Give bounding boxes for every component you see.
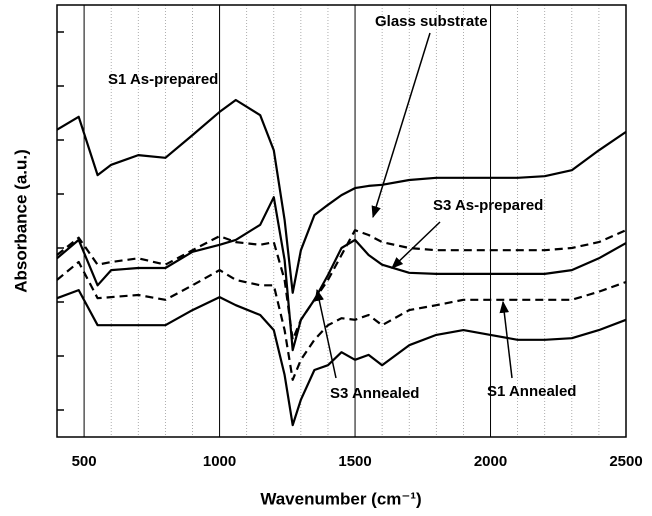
series-label: S1 As-prepared (108, 71, 218, 88)
series-label: S3 Annealed (330, 385, 419, 402)
x-tick-label: 2000 (474, 453, 507, 470)
x-tick-label: 1000 (203, 453, 236, 470)
annotations: S1 As-prepared Glass substrate S3 As-prepa… (108, 13, 576, 402)
lines (56, 98, 627, 427)
series-line (56, 260, 627, 381)
series-label: S3 As-prepared (433, 197, 543, 214)
x-axis-label: Wavenumber (cm⁻¹) (260, 489, 421, 508)
series-line (56, 289, 627, 427)
grid (83, 5, 627, 437)
x-tick-label: 1500 (338, 453, 371, 470)
x-tick-label: 500 (72, 453, 97, 470)
series-label: Glass substrate (375, 13, 488, 30)
series-line (56, 98, 627, 294)
arrow (314, 288, 337, 379)
ticks: 500 1000 1500 2000 2500 (57, 31, 643, 470)
series-line (56, 196, 627, 352)
x-tick-label: 2500 (609, 453, 642, 470)
plot-frame (56, 4, 627, 438)
y-axis-label: Absorbance (a.u.) (11, 149, 30, 293)
series-label: S1 Annealed (487, 383, 576, 400)
arrow (499, 300, 513, 379)
series-line (56, 229, 627, 341)
arrow (391, 221, 441, 269)
arrow (371, 32, 431, 219)
